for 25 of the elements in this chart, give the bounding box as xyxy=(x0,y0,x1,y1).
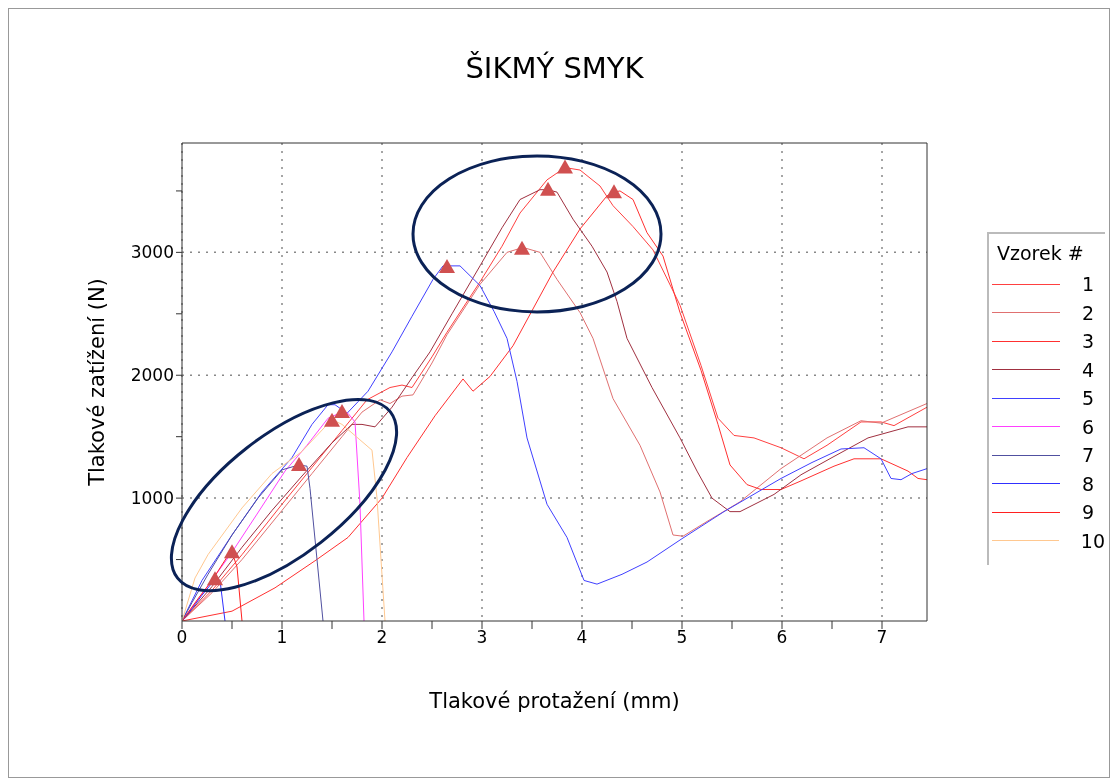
x-tick-label: 2 xyxy=(376,627,388,648)
y-axis-title: Tlakové zatížení (N) xyxy=(85,278,109,486)
x-tick-label: 3 xyxy=(476,627,488,648)
legend-title: Vzorek # xyxy=(997,242,1085,264)
legend-label: 8 xyxy=(1082,472,1095,495)
x-tick-label: 7 xyxy=(876,627,888,648)
y-tick-label: 2000 xyxy=(130,365,174,386)
legend-label: 10 xyxy=(1080,529,1105,552)
chart-title: ŠIKMÝ SMYK xyxy=(464,51,645,85)
x-axis-title: Tlakové protažení (mm) xyxy=(428,689,681,713)
legend-label: 2 xyxy=(1082,301,1095,324)
legend-label: 5 xyxy=(1082,387,1095,410)
x-tick-label: 4 xyxy=(576,627,588,648)
x-tick-label: 6 xyxy=(776,627,788,648)
legend-label: 9 xyxy=(1082,501,1095,524)
y-tick-label: 3000 xyxy=(130,242,174,263)
legend-label: 3 xyxy=(1082,330,1095,353)
legend-label: 7 xyxy=(1082,444,1095,467)
legend-label: 4 xyxy=(1082,358,1095,381)
legend-label: 6 xyxy=(1082,415,1095,438)
x-tick-label: 0 xyxy=(176,627,188,648)
y-tick-label: 1000 xyxy=(130,488,174,509)
x-tick-label: 5 xyxy=(676,627,688,648)
x-tick-label: 1 xyxy=(276,627,288,648)
legend-label: 1 xyxy=(1082,273,1095,296)
